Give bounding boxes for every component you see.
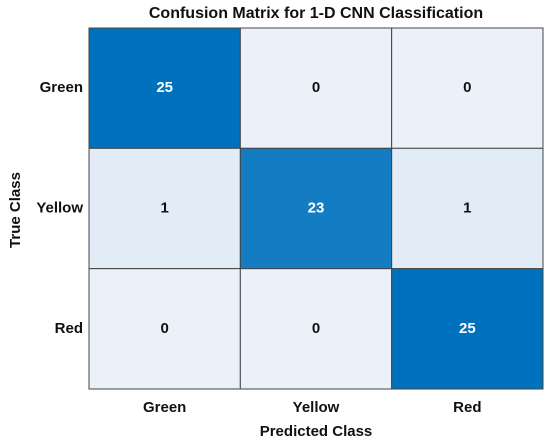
cell <box>391 268 544 390</box>
x-tick-label: Green <box>143 399 186 416</box>
cell <box>88 27 241 149</box>
chart-title: Confusion Matrix for 1-D CNN Classificat… <box>149 5 483 22</box>
cell-label: 0 <box>312 320 320 337</box>
x-tick-label: Red <box>453 399 481 416</box>
cell-label: 1 <box>463 199 471 216</box>
cell <box>88 268 241 390</box>
x-axis-label: Predicted Class <box>260 423 373 440</box>
x-tick-label: Yellow <box>293 399 340 416</box>
y-tick-label: Red <box>55 320 83 337</box>
cell-label: 23 <box>308 199 325 216</box>
cell <box>239 147 393 270</box>
cell <box>391 27 544 149</box>
cell <box>88 147 241 270</box>
cell <box>239 268 393 390</box>
y-tick-label: Yellow <box>36 199 83 216</box>
cell-label: 1 <box>160 199 168 216</box>
cell <box>239 27 393 149</box>
cell-label: 0 <box>312 79 320 96</box>
cell-label: 25 <box>459 320 476 337</box>
y-axis-label: True Class <box>7 172 24 248</box>
cell-label: 0 <box>463 79 471 96</box>
cell-label: 0 <box>160 320 168 337</box>
cell <box>391 147 544 270</box>
cell-label: 25 <box>156 79 173 96</box>
y-tick-label: Green <box>40 79 83 96</box>
